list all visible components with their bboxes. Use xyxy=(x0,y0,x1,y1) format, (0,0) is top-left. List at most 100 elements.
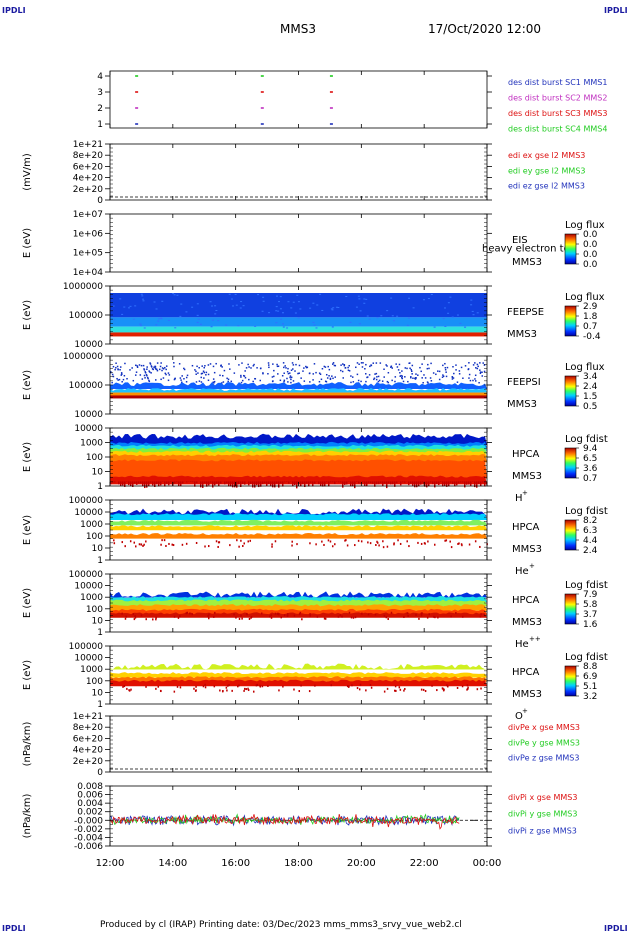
instrument-label: EIS xyxy=(512,235,528,246)
spectrogram-speck xyxy=(232,481,234,488)
species-label: He xyxy=(515,639,529,650)
spectrogram-speck xyxy=(140,293,143,295)
spectrogram-speck xyxy=(408,481,410,486)
spectrogram-speck xyxy=(115,366,117,369)
spectrogram-speck xyxy=(195,370,197,373)
y-tick-label: 1000 xyxy=(80,520,103,530)
spectrogram-speck xyxy=(321,540,323,543)
spectrogram-speck xyxy=(390,611,393,614)
spectrogram-speck xyxy=(164,366,166,369)
spectrogram-speck xyxy=(196,481,198,484)
panel-frame xyxy=(109,143,488,201)
spectrogram-speck xyxy=(474,374,477,377)
spectrogram-speck xyxy=(271,376,274,378)
spectrogram-speck xyxy=(262,296,265,298)
spectrogram-speck xyxy=(189,612,191,615)
spectrogram-speck xyxy=(183,367,185,370)
spectrogram-speck xyxy=(143,374,146,377)
spectrogram-speck xyxy=(357,379,360,382)
spectrogram-speck xyxy=(340,369,342,372)
spacecraft-label: MMS3 xyxy=(512,617,542,628)
spectrogram-band xyxy=(110,672,487,678)
spectrogram-speck xyxy=(142,364,145,367)
spectrogram-speck xyxy=(155,324,158,326)
y-tick-label: 100000 xyxy=(69,381,104,391)
spectrogram-speck xyxy=(402,380,405,383)
spectrogram-speck xyxy=(415,373,417,375)
spectrogram-speck xyxy=(313,324,316,326)
spectrogram-speck xyxy=(403,689,405,692)
y-tick-label: 2e+20 xyxy=(73,757,104,767)
spectrogram-speck xyxy=(340,364,342,366)
spectrogram-speck xyxy=(191,613,193,616)
time-tick-label: 18:00 xyxy=(284,858,313,869)
y-tick-label: 1 xyxy=(97,700,103,710)
spectrogram-speck xyxy=(144,372,147,374)
spectrogram-speck xyxy=(349,321,352,323)
spectrogram-speck xyxy=(200,376,202,379)
spectrogram-speck xyxy=(111,373,114,376)
spectrogram-speck xyxy=(472,314,475,316)
spectrogram-speck xyxy=(428,613,430,616)
spectrogram-speck xyxy=(121,313,124,315)
spectrogram-speck xyxy=(219,374,221,377)
spectrogram-speck xyxy=(260,481,262,487)
legend-entry: divPi z gse MMS3 xyxy=(508,826,577,835)
spectrogram-speck xyxy=(342,481,344,488)
spectrogram-speck xyxy=(403,615,405,618)
spectrogram-speck xyxy=(360,362,363,364)
spectrogram-speck xyxy=(385,364,387,366)
spectrogram-speck xyxy=(386,481,388,489)
spectrogram-speck xyxy=(121,541,124,544)
spectrogram-speck xyxy=(134,545,137,548)
spectrogram-speck xyxy=(438,481,440,486)
spectrogram-speck xyxy=(282,362,285,364)
spectrogram-speck xyxy=(282,323,285,325)
spectrogram-speck xyxy=(113,319,116,321)
spectrogram-speck xyxy=(272,481,274,488)
spectrogram-speck xyxy=(284,365,286,367)
spectrogram-speck xyxy=(213,380,216,383)
spectrogram-speck xyxy=(267,364,270,366)
spectrogram-speck xyxy=(140,481,142,484)
y-tick-label: 6e+20 xyxy=(73,734,104,744)
spectrogram-speck xyxy=(291,540,293,543)
spectrogram-speck xyxy=(220,481,222,484)
spectrogram-speck xyxy=(292,301,295,303)
spectrogram-speck xyxy=(163,539,166,542)
spectrogram-speck xyxy=(269,615,271,618)
spectrogram-speck xyxy=(177,616,180,619)
spectrogram-speck xyxy=(217,541,220,544)
spectrogram-speck xyxy=(388,481,390,484)
spectrogram-speck xyxy=(419,366,421,369)
spectrogram-speck xyxy=(194,481,196,487)
colorbar-value: 3.6 xyxy=(583,464,598,474)
y-axis-label: E (eV) xyxy=(22,442,33,472)
spectrogram-speck xyxy=(343,364,346,367)
spectrogram-speck xyxy=(198,380,201,382)
y-tick-label: 8e+20 xyxy=(73,723,104,733)
colorbar-value: 3.7 xyxy=(583,610,597,620)
spectrogram-speck xyxy=(358,298,361,300)
spectrogram-speck xyxy=(157,685,160,688)
spectrogram-speck xyxy=(312,379,314,381)
spectrogram-speck xyxy=(434,543,436,546)
spectrogram-speck xyxy=(410,368,412,371)
spectrogram-speck xyxy=(326,377,329,379)
spectrogram-speck xyxy=(310,481,312,483)
colorbar xyxy=(564,519,577,551)
spectrogram-speck xyxy=(148,481,150,486)
spectrogram-speck xyxy=(240,481,242,488)
spectrogram-speck xyxy=(225,324,228,326)
spectrogram-speck xyxy=(426,367,429,370)
spectrogram-speck xyxy=(259,379,262,382)
spectrogram-speck xyxy=(245,688,248,691)
spectrogram-speck xyxy=(414,377,416,380)
spectrogram-speck xyxy=(250,367,252,369)
spectrogram-speck xyxy=(241,362,243,364)
spectrogram-speck xyxy=(139,323,142,325)
spectrogram-speck xyxy=(397,369,400,371)
spectrogram-speck xyxy=(479,362,481,364)
spectrogram-speck xyxy=(430,362,432,365)
spectrogram-speck xyxy=(444,367,447,369)
